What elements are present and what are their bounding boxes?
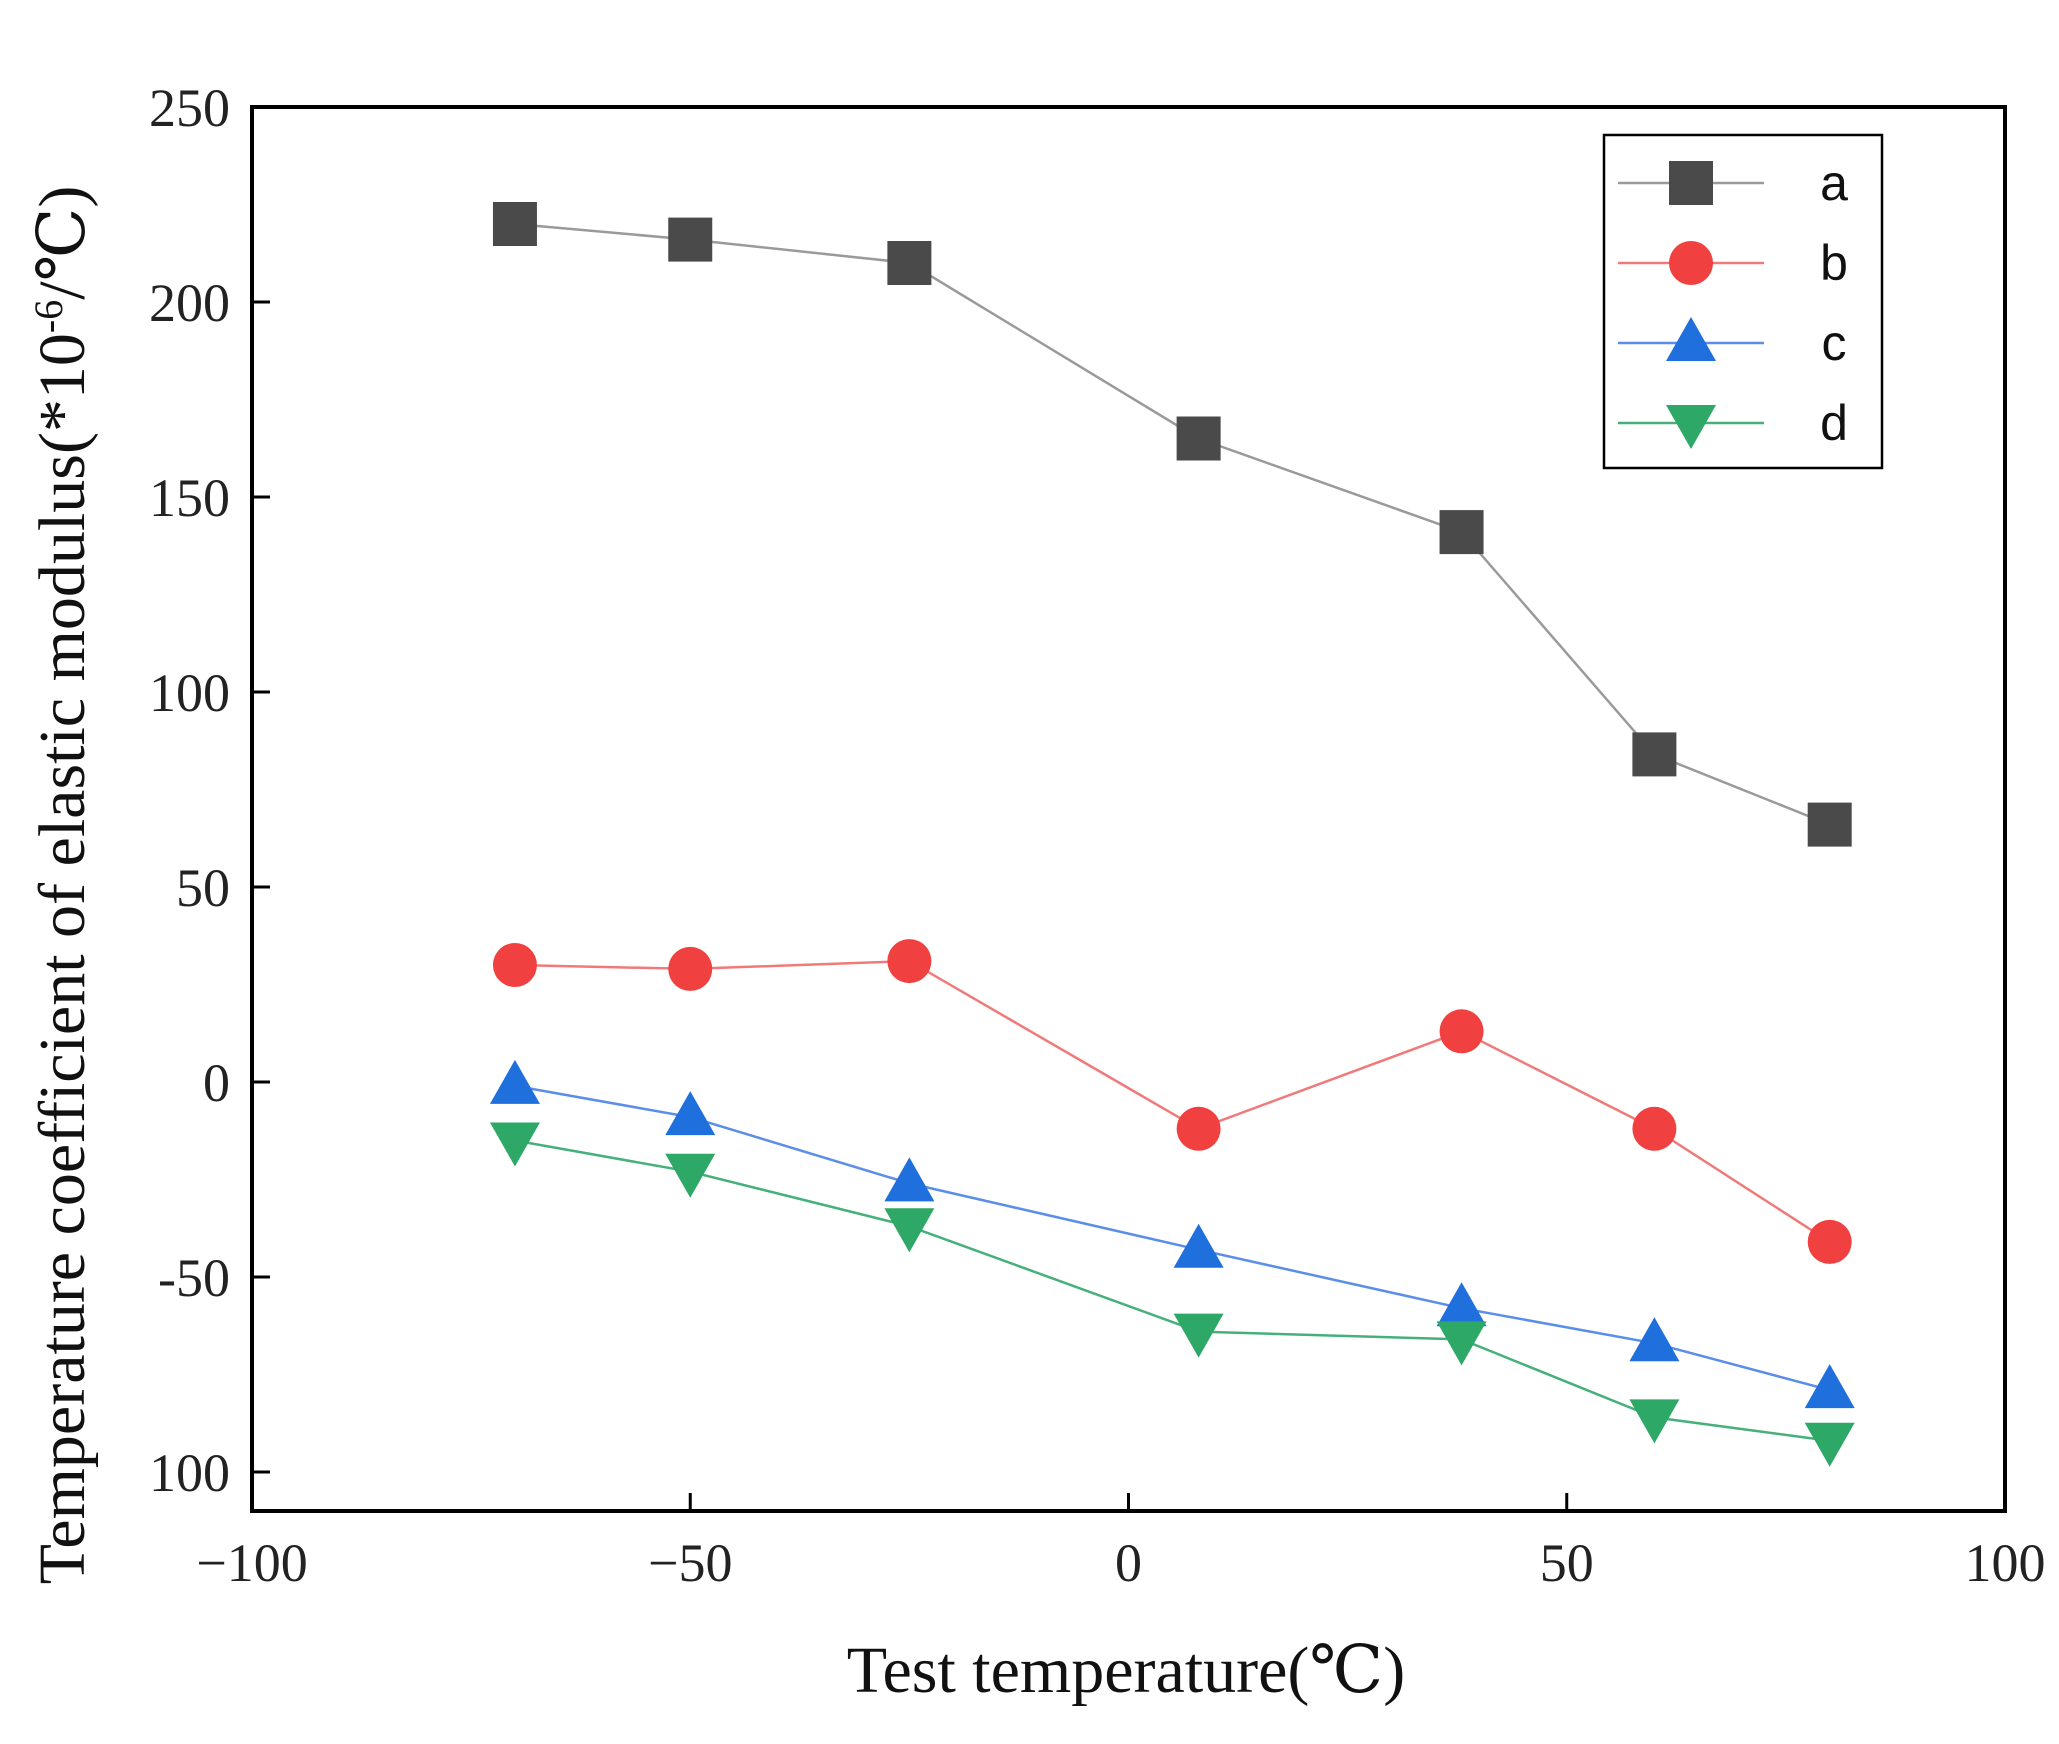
x-axis-title: Test temperature(℃) — [847, 1634, 1405, 1707]
data-point-a — [1439, 510, 1484, 555]
y-axis-title-superscript: -6 — [26, 300, 71, 333]
series-d — [489, 1122, 1855, 1467]
series-layer — [489, 202, 1855, 1467]
data-point-d — [1629, 1399, 1680, 1444]
data-point-d — [884, 1208, 935, 1253]
data-point-c — [489, 1059, 540, 1104]
data-point-c — [1629, 1317, 1680, 1362]
legend-item-d: d — [1618, 395, 1848, 451]
y-tick-label: 150 — [149, 468, 230, 528]
y-tick-label: 100 — [149, 663, 230, 723]
y-tick-label: 250 — [149, 78, 230, 138]
x-tick-label: 50 — [1540, 1533, 1594, 1593]
legend-marker-c — [1666, 317, 1716, 361]
data-point-a — [1632, 732, 1677, 777]
data-point-b — [1439, 1009, 1484, 1054]
x-tick-label: 0 — [1115, 1533, 1142, 1593]
data-point-c — [1173, 1223, 1224, 1268]
x-tick-label: 100 — [1965, 1533, 2046, 1593]
y-tick-label: 50 — [176, 858, 230, 918]
data-point-b — [1807, 1219, 1852, 1264]
legend-label: a — [1820, 155, 1848, 211]
data-point-b — [492, 943, 537, 987]
data-point-a — [1807, 802, 1852, 847]
legend-item-a: a — [1618, 155, 1848, 211]
x-tick-label: −50 — [648, 1533, 732, 1593]
data-point-d — [489, 1122, 540, 1167]
data-point-d — [665, 1153, 716, 1198]
data-point-b — [668, 946, 713, 991]
data-point-b — [1176, 1106, 1221, 1151]
data-point-d — [1804, 1422, 1855, 1467]
y-axis-title-end: /℃) — [26, 186, 99, 300]
series-c — [489, 1059, 1855, 1409]
y-tick-label: -50 — [158, 1248, 230, 1308]
data-point-c — [884, 1157, 935, 1202]
data-point-a — [1176, 416, 1221, 461]
data-point-c — [1436, 1282, 1487, 1327]
series-a — [492, 202, 1852, 847]
legend-marker-b — [1669, 241, 1713, 285]
legend-marker-d — [1666, 405, 1716, 449]
y-tick-label: 100 — [149, 1443, 230, 1503]
data-point-b — [887, 939, 932, 984]
data-point-a — [887, 241, 932, 285]
data-point-b — [1632, 1106, 1677, 1151]
y-axis-title-main: Temperature coefficient of elastic modul… — [26, 333, 99, 1584]
legend-label: c — [1822, 315, 1847, 371]
legend-box — [1602, 133, 1884, 470]
legend-item-c: c — [1618, 315, 1847, 371]
y-tick-label: 0 — [203, 1053, 230, 1113]
series-b — [492, 939, 1852, 1264]
y-axis-title: Temperature coefficient of elastic modul… — [26, 186, 100, 1585]
data-point-a — [668, 217, 713, 262]
y-tick-label: 200 — [149, 273, 230, 333]
axis-layer: −100 −50 0 50 100 100 -50 0 50 100 150 200 250 — [149, 78, 2046, 1593]
data-point-d — [1436, 1321, 1487, 1366]
legend-label: d — [1820, 395, 1848, 451]
legend-label: b — [1820, 235, 1848, 291]
legend-item-b: b — [1618, 235, 1848, 291]
data-point-c — [1804, 1364, 1855, 1409]
x-tick-label: −100 — [196, 1533, 307, 1593]
legend-marker-a — [1669, 161, 1713, 205]
data-point-d — [1173, 1313, 1224, 1358]
data-point-c — [665, 1091, 716, 1136]
data-point-a — [492, 202, 537, 246]
